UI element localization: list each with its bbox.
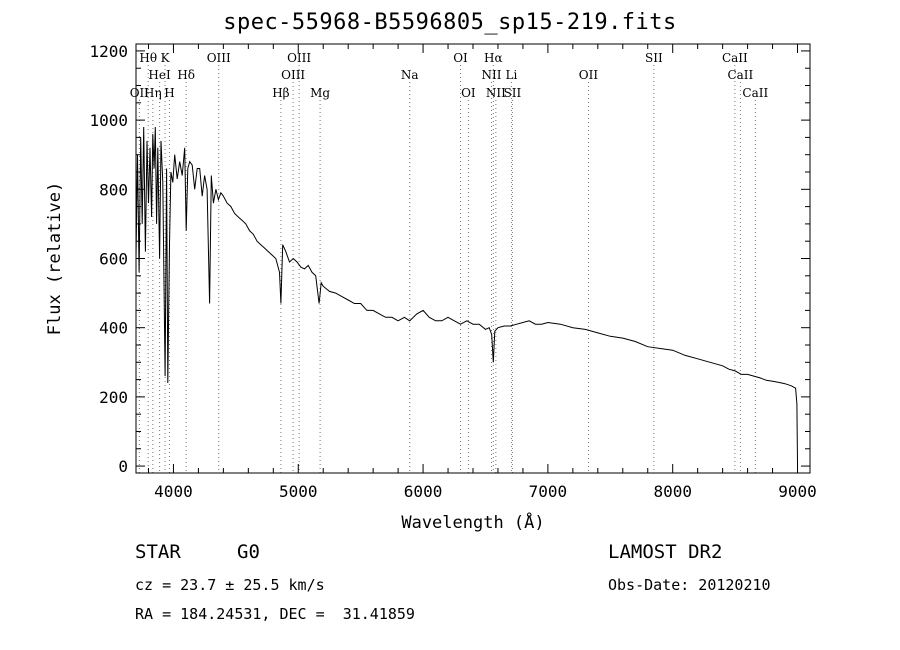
line-marker-label: OII [579, 68, 599, 82]
y-axis-label: Flux (relative) [45, 182, 65, 336]
line-marker-label: Li [506, 68, 518, 82]
x-tick-label: 9000 [778, 482, 817, 501]
object-class: G0 [237, 541, 260, 563]
x-axis-label: Wavelength (Å) [401, 511, 544, 533]
object-type: STAR [135, 541, 181, 563]
line-marker-label: OII [130, 86, 150, 100]
line-marker-label: Hη [144, 86, 162, 100]
line-marker-label: OI [461, 86, 476, 100]
x-axis-ticks: 4000 5000 6000 7000 8000 9000 [147, 44, 817, 501]
line-marker-label: CaII [722, 51, 748, 65]
line-marker-label: CaII [742, 86, 768, 100]
line-marker-label: OIII [287, 51, 311, 65]
y-tick-label: 1000 [89, 111, 128, 130]
y-tick-label: 200 [99, 388, 128, 407]
x-tick-label: 7000 [529, 482, 568, 501]
x-tick-label: 5000 [279, 482, 318, 501]
line-marker-label: SII [504, 86, 522, 100]
line-marker-label: Hδ [177, 68, 195, 82]
spectrum-line [135, 126, 798, 465]
line-marker-label: Hβ [272, 86, 289, 100]
line-marker-label: OIII [207, 51, 231, 65]
y-axis-ticks: 0 200 400 600 800 1000 1200 [89, 42, 810, 476]
x-tick-label: 4000 [154, 482, 193, 501]
y-tick-label: 600 [99, 250, 128, 269]
survey-name: LAMOST DR2 [608, 541, 723, 563]
coordinates: RA = 184.24531, DEC = 31.41859 [135, 605, 415, 623]
line-marker-label: K [161, 51, 171, 65]
line-marker-label: Mg [310, 86, 330, 100]
redshift-text: cz = 23.7 ± 25.5 km/s [135, 576, 325, 594]
line-marker-label: OI [453, 51, 468, 65]
line-marker-label: Na [401, 68, 419, 82]
obs-date: Obs-Date: 20120210 [608, 576, 771, 594]
line-marker-label: Hα [484, 51, 503, 65]
line-marker-label: NII [486, 86, 506, 100]
plot-frame [135, 43, 811, 474]
y-tick-label: 0 [118, 457, 128, 476]
line-marker-label: CaII [727, 68, 753, 82]
line-marker-label: SII [645, 51, 663, 65]
line-marker-label: H [164, 86, 174, 100]
line-marker-label: Hθ [139, 51, 157, 65]
line-marker-label: HeI [148, 68, 171, 82]
y-tick-label: 1200 [89, 42, 128, 61]
chart-title: spec-55968-B5596805_sp15-219.fits [223, 10, 677, 35]
x-tick-label: 6000 [404, 482, 443, 501]
line-marker-label: OIII [281, 68, 305, 82]
y-tick-label: 800 [99, 180, 128, 199]
line-marker-label: NII [481, 68, 501, 82]
y-tick-label: 400 [99, 319, 128, 338]
x-tick-label: 8000 [653, 482, 692, 501]
